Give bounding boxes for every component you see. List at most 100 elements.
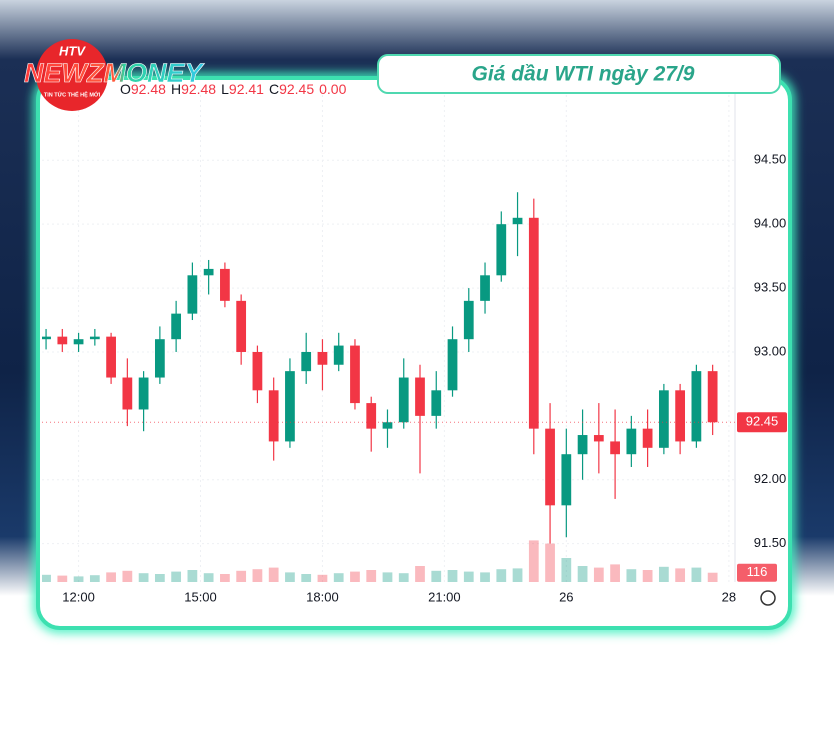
ohlc-header: O92.48 H92.48 L92.41 C92.45 0.00 <box>120 81 347 97</box>
volume-bar <box>512 568 523 582</box>
candle-body <box>171 313 182 340</box>
volume-bar <box>382 572 393 582</box>
candle-body <box>545 428 555 506</box>
candle-body <box>415 377 425 416</box>
x-tick-label: 21:00 <box>428 589 461 604</box>
volume-bar <box>658 566 669 582</box>
candle-body <box>138 377 149 410</box>
volume-bar <box>350 571 360 582</box>
logo-tagline: TIN TỨC THẾ HỆ MỚI <box>44 90 101 98</box>
volume-bar <box>203 573 214 582</box>
candle-body <box>106 336 116 378</box>
candle-body <box>658 390 669 448</box>
y-tick-label: 94.50 <box>754 152 787 167</box>
volume-bar <box>431 570 442 582</box>
candle-body <box>317 351 328 365</box>
y-tick-label: 93.00 <box>754 343 787 358</box>
volume-bar <box>642 570 653 582</box>
volume-bar <box>463 571 474 582</box>
candle-body <box>561 454 572 506</box>
candle-body <box>512 217 523 225</box>
logo-name: NEWZMONEY <box>24 58 205 88</box>
ohlc-value: 92.48 <box>131 81 166 97</box>
candle-body <box>73 339 84 345</box>
candle-body <box>691 371 702 442</box>
volume-bar <box>89 575 100 582</box>
candle-body <box>431 390 442 416</box>
volume-bar <box>268 567 279 582</box>
candle-body <box>187 275 198 314</box>
volume-bar <box>480 572 490 582</box>
x-tick-label: 12:00 <box>62 589 95 604</box>
volume-bar <box>707 572 718 582</box>
candle-body <box>236 300 247 352</box>
last-volume-label: 116 <box>747 564 768 579</box>
volume-bar <box>252 569 263 582</box>
volume-bar <box>171 571 182 582</box>
volume-bar <box>675 568 686 582</box>
candle-body <box>577 435 588 455</box>
volume-bar <box>57 575 68 582</box>
axes: 91.50 92.00 93.00 93.50 94.00 94.50 12:00 15:00… <box>62 152 787 604</box>
volume-bar <box>236 570 247 582</box>
candle-body <box>707 371 718 423</box>
ohlc-key: C <box>269 81 279 97</box>
y-tick-label: 91.50 <box>754 535 787 550</box>
volume-bar <box>317 574 328 582</box>
volume-bar <box>626 569 637 582</box>
ohlc-value: 92.45 <box>279 81 314 97</box>
volume-bar <box>301 574 312 582</box>
logo-circle <box>36 39 108 111</box>
candle-body <box>528 217 539 429</box>
volume-bar <box>691 567 702 582</box>
last-volume-box <box>737 563 777 582</box>
x-tick-label: 18:00 <box>306 589 339 604</box>
volume-bar <box>285 572 295 582</box>
volume-bar <box>610 564 620 582</box>
ohlc-value: 92.48 <box>181 81 216 97</box>
settings-icon[interactable] <box>760 590 776 606</box>
volume-bar <box>366 570 377 582</box>
volume-bar <box>42 574 51 582</box>
candle-body <box>252 351 263 391</box>
candle-body <box>480 275 490 301</box>
headline-box <box>377 54 781 94</box>
candle-body <box>675 390 686 442</box>
ohlc-key: H <box>171 81 181 97</box>
volume-bar <box>220 574 230 582</box>
y-tick-label: 93.50 <box>754 280 787 295</box>
headline: Giá dầu WTI ngày 27/9 <box>472 63 695 86</box>
candle-body <box>89 336 100 340</box>
candle-body <box>285 371 295 442</box>
candle-body <box>122 377 133 410</box>
volume-bar <box>577 566 588 582</box>
candle-body <box>154 339 165 378</box>
candle-body <box>447 339 458 391</box>
candle-body <box>626 428 637 455</box>
volume-bar <box>122 570 133 582</box>
candle-body <box>642 428 653 448</box>
logo-badge: HTV <box>59 43 86 58</box>
ohlc-key: L <box>221 81 229 97</box>
candle-body <box>366 403 377 429</box>
x-tick-label: 15:00 <box>184 589 217 604</box>
ohlc-change: 0.00 <box>319 81 346 97</box>
volume-bar <box>528 540 539 582</box>
plot-area <box>42 90 735 582</box>
candle-body <box>496 224 507 276</box>
last-price-label: 92.45 <box>746 414 779 429</box>
y-tick-label: 94.00 <box>754 216 787 231</box>
volume-bar <box>415 566 425 582</box>
candle-body <box>203 268 214 276</box>
candle-body <box>333 345 344 365</box>
candle-body <box>57 336 68 345</box>
candle-body <box>220 268 230 301</box>
volume-bar <box>496 569 507 582</box>
candle-body <box>350 345 360 404</box>
ohlc-value: 92.41 <box>229 81 264 97</box>
x-tick-label: 26 <box>559 589 573 604</box>
volume-bar <box>561 558 572 582</box>
candle-body <box>301 351 312 372</box>
candle-body <box>463 300 474 340</box>
